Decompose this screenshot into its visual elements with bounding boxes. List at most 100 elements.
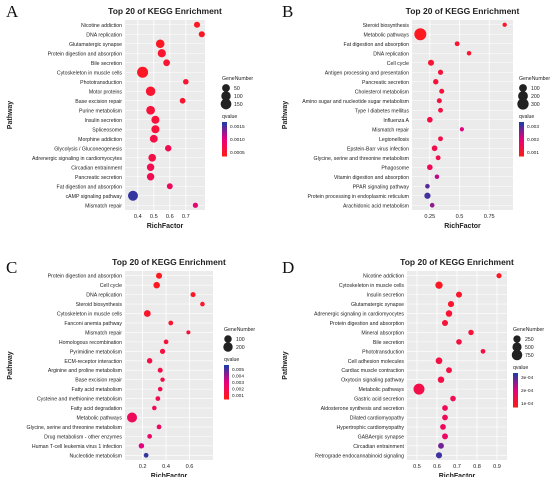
size-legend-label: 100: [531, 86, 540, 92]
color-legend-swatch: [513, 380, 518, 382]
color-legend-swatch: [519, 151, 524, 154]
color-legend-tick: 0.004: [232, 374, 244, 380]
data-point: [427, 116, 433, 123]
color-legend-swatch: [222, 146, 227, 148]
color-legend-swatch: [222, 124, 227, 127]
data-point: [450, 395, 456, 402]
color-legend-tick: 0.0015: [230, 124, 245, 130]
x-axis-title: RichFactor: [151, 473, 188, 477]
size-legend-dot: [512, 342, 522, 352]
data-point: [143, 452, 149, 458]
data-point: [455, 291, 463, 298]
x-axis-title: RichFactor: [439, 473, 476, 477]
size-legend-dot: [223, 342, 233, 352]
pathway-label: Protein digestion and absorption: [48, 51, 123, 57]
pathway-label: Circadian entrainment: [71, 165, 122, 171]
data-point: [151, 125, 160, 134]
pathway-label: Metabolic pathways: [76, 415, 122, 421]
panel-d: Top 20 of KEGG Enrichment Nicotine addict…: [282, 257, 544, 477]
y-axis-title: Pathway: [7, 351, 14, 380]
color-legend-tick: 0.0010: [230, 137, 245, 143]
color-legend-swatch: [513, 391, 518, 394]
pathway-label: Adrenergic signaling in cardiomyocytes: [32, 156, 122, 162]
color-legend-swatch: [519, 124, 524, 127]
color-legend-swatch: [224, 374, 229, 377]
color-legend-swatch: [224, 391, 229, 394]
color-legend-swatch: [222, 151, 227, 154]
panel-b: Top 20 of KEGG Enrichment Steroid biosynt…: [282, 6, 550, 230]
size-legend-label: 300: [531, 102, 540, 108]
data-point: [435, 155, 441, 161]
data-point: [149, 134, 158, 143]
color-legend-swatch: [519, 147, 524, 150]
size-legend-dot: [220, 98, 232, 110]
pathway-label: Cholesterol metabolism: [355, 89, 409, 95]
panel-a: Top 20 of KEGG Enrichment Nicotine addict…: [7, 6, 253, 230]
pathway-label: Pancreatic secretion: [75, 175, 122, 181]
pathway-label: Influenza A: [383, 118, 409, 124]
color-legend-swatch: [519, 126, 524, 129]
data-point: [157, 367, 163, 373]
color-legend-swatch: [224, 366, 229, 369]
pathway-label: Cell cycle: [100, 283, 122, 289]
pathway-label: Mismatch repair: [85, 330, 122, 336]
pathway-label: Dilated cardiomyopathy: [350, 415, 405, 421]
x-tick-label: 0.5: [456, 214, 464, 220]
color-legend-swatch: [224, 373, 229, 376]
data-point: [146, 358, 153, 364]
chart-title: Top 20 of KEGG Enrichment: [112, 257, 226, 267]
data-point: [190, 292, 196, 298]
color-legend-swatch: [222, 122, 227, 124]
pathway-label: Glutamatergic synapse: [351, 302, 404, 308]
color-legend-tick: 0.001: [232, 393, 244, 399]
data-point: [441, 319, 449, 326]
color-legend-swatch: [519, 131, 524, 134]
color-legend-swatch: [222, 150, 227, 153]
data-point: [433, 79, 439, 85]
size-legend-title: GeneNumber: [222, 76, 253, 82]
pathway-label: Circadian entrainment: [353, 444, 404, 450]
color-legend-tick: 3e-04: [521, 375, 534, 381]
size-legend-label: 100: [236, 337, 245, 343]
color-legend-swatch: [513, 395, 518, 398]
size-legend-label: 750: [525, 353, 534, 359]
data-point: [146, 163, 155, 171]
data-point: [480, 348, 486, 354]
color-legend-swatch: [519, 122, 524, 124]
color-legend-swatch: [519, 150, 524, 153]
color-legend-swatch: [519, 154, 524, 157]
data-point: [163, 339, 169, 345]
data-point: [466, 50, 472, 56]
pathway-label: Glycine, serine and threonine metabolism: [27, 425, 122, 431]
x-tick-label: 0.9: [493, 464, 501, 470]
data-point: [436, 98, 442, 104]
data-point: [438, 136, 443, 142]
x-tick-label: 0.5: [413, 464, 421, 470]
size-legend-label: 250: [525, 337, 534, 343]
data-point: [439, 88, 445, 94]
x-tick-label: 0.8: [473, 464, 481, 470]
size-legend-title: GeneNumber: [519, 76, 550, 82]
size-legend-dot: [221, 91, 231, 101]
color-legend-swatch: [519, 136, 524, 139]
data-point: [459, 127, 464, 132]
color-legend-swatch: [222, 140, 227, 143]
data-point: [163, 59, 170, 67]
data-point: [445, 310, 453, 317]
color-legend-swatch: [519, 143, 524, 146]
color-legend-swatch: [513, 384, 518, 387]
data-point: [425, 183, 430, 189]
color-legend-tick: 0.003: [527, 124, 539, 130]
data-point: [156, 424, 162, 430]
pathway-label: Nicotine addiction: [363, 274, 404, 280]
data-point: [183, 78, 189, 85]
data-point: [438, 442, 444, 449]
color-legend-swatch: [222, 137, 227, 140]
x-tick-label: 0.2: [139, 464, 147, 470]
data-point: [456, 339, 462, 345]
color-legend-swatch: [513, 385, 518, 388]
pathway-label: GABAergic synapse: [358, 434, 405, 440]
data-point: [413, 383, 425, 395]
chart-title: Top 20 of KEGG Enrichment: [406, 6, 520, 16]
pathway-label: Insulin secretion: [367, 293, 405, 299]
